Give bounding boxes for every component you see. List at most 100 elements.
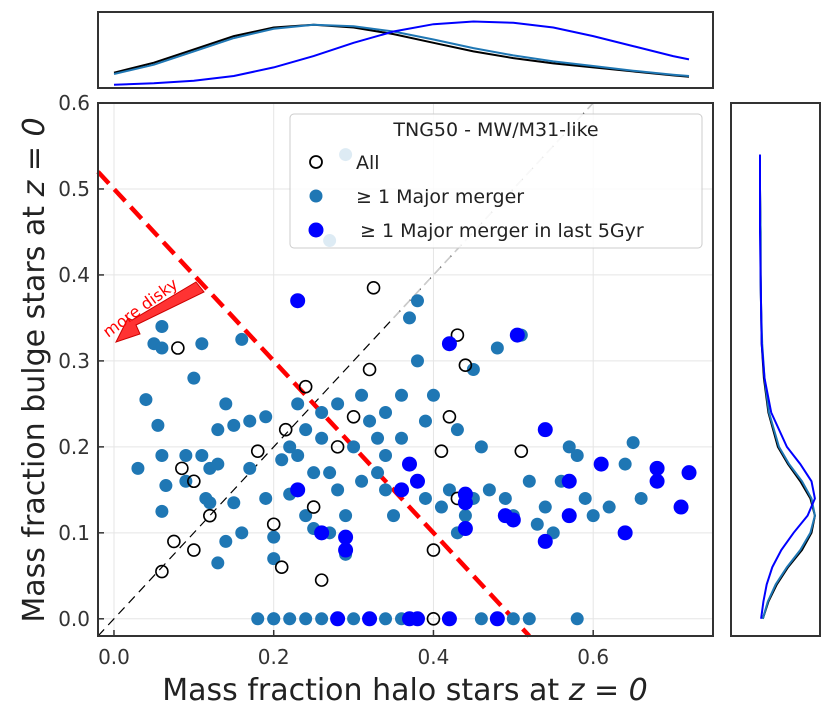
- right-marginal-curve-all: [759, 154, 816, 620]
- point-s1-56: [395, 388, 409, 402]
- point-s1-72: [490, 341, 504, 355]
- point-s1-65: [442, 483, 456, 497]
- point-s0-23: [426, 612, 441, 626]
- point-s1-50: [363, 414, 377, 428]
- point-s2-11: [457, 486, 473, 502]
- point-s1-57: [395, 431, 409, 445]
- point-s1-36: [299, 509, 313, 523]
- point-s0-1: [167, 534, 181, 549]
- point-s2-14: [537, 422, 553, 438]
- point-s1-37: [307, 466, 321, 480]
- point-s1-99: [315, 612, 329, 626]
- point-s1-0: [131, 461, 145, 475]
- y-axis-label-main: Mass fraction bulge stars at: [17, 206, 52, 623]
- point-s1-92: [283, 440, 297, 454]
- point-s2-13: [505, 512, 521, 528]
- point-s1-26: [219, 534, 233, 548]
- point-s1-3: [155, 320, 169, 334]
- point-s1-53: [379, 405, 393, 419]
- point-s1-44: [331, 483, 345, 497]
- point-s0-0: [155, 564, 169, 579]
- point-s0-24: [250, 444, 265, 458]
- point-s1-88: [634, 491, 648, 505]
- point-s1-64: [434, 500, 448, 514]
- point-s2-17: [593, 456, 609, 472]
- point-s1-5: [151, 418, 165, 432]
- y-axis-label-suffix: z = 0: [17, 117, 52, 197]
- point-s1-110: [570, 612, 584, 626]
- y-tick-label-0: 0.0: [58, 607, 90, 631]
- point-s1-16: [211, 423, 225, 437]
- point-s0-10: [298, 379, 313, 394]
- point-s1-54: [379, 483, 393, 497]
- point-s1-70: [474, 440, 488, 454]
- point-s1-95: [251, 612, 265, 626]
- point-s2-8: [401, 456, 417, 472]
- y-tick-label-5: 0.5: [58, 177, 90, 201]
- point-s1-111: [267, 612, 281, 626]
- top-marginal-curve-major: [113, 23, 690, 77]
- point-s1-41: [323, 466, 337, 480]
- point-s2-4: [314, 525, 330, 541]
- point-s2-29: [489, 611, 505, 627]
- point-s1-46: [339, 509, 353, 523]
- point-s1-78: [538, 500, 552, 514]
- more-disky-annotation: more disky: [99, 274, 205, 343]
- point-s0-7: [266, 517, 281, 532]
- point-s0-22: [514, 444, 529, 458]
- ref-line-disky-divider: [96, 170, 531, 638]
- point-s1-39: [315, 431, 329, 445]
- point-s2-25: [330, 611, 346, 627]
- point-s1-7: [159, 479, 173, 493]
- point-s1-98: [299, 612, 313, 626]
- point-s0-13: [346, 409, 361, 424]
- x-axis-label: Mass fraction halo stars at z = 0: [162, 673, 647, 708]
- point-s1-76: [522, 474, 536, 488]
- point-s2-5: [338, 529, 354, 545]
- point-s1-19: [227, 418, 241, 432]
- point-s1-48: [355, 474, 369, 488]
- point-s2-2: [509, 327, 525, 343]
- y-tick-label-6: 0.6: [58, 91, 90, 115]
- legend-box: [289, 113, 703, 249]
- top-marginal-curve-all: [113, 23, 690, 78]
- y-tick-label-2: 0.2: [58, 435, 90, 459]
- more-disky-arrow: [115, 281, 205, 343]
- point-s2-9: [409, 473, 425, 489]
- point-s0-19: [450, 328, 465, 342]
- y-axis-label: Mass fraction bulge stars at z = 0: [17, 117, 52, 622]
- point-s1-9: [179, 448, 193, 462]
- point-s2-15: [561, 473, 577, 489]
- point-s1-18: [219, 397, 233, 411]
- point-s1-67: [450, 423, 464, 437]
- legend: TNG50 - MW/M31-like All ≥ 1 Major merger…: [289, 113, 703, 249]
- point-s1-82: [570, 448, 584, 462]
- y-tick-label-3: 0.3: [58, 349, 90, 373]
- point-s0-11: [306, 500, 321, 514]
- point-s0-5: [203, 508, 217, 523]
- point-s0-4: [187, 543, 201, 557]
- x-tick-label-2: 0.4: [418, 645, 450, 669]
- point-s1-103: [379, 612, 393, 626]
- point-s1-62: [418, 491, 432, 505]
- point-s2-1: [441, 336, 457, 352]
- legend-entry-recent: ≥ 1 Major merger in last 5Gyr: [360, 220, 644, 242]
- point-s1-34: [291, 397, 305, 411]
- right-marginal-frame: [730, 102, 821, 637]
- point-s1-81: [562, 440, 576, 454]
- point-s1-20: [227, 496, 241, 510]
- data-points: [131, 148, 697, 627]
- point-s1-71: [482, 483, 496, 497]
- point-s1-109: [522, 612, 536, 626]
- point-s2-28: [441, 611, 457, 627]
- point-s1-33: [291, 448, 305, 462]
- point-s0-16: [426, 543, 441, 557]
- point-s1-55: [387, 509, 401, 523]
- point-s2-22: [673, 499, 689, 515]
- point-s1-59: [410, 294, 424, 308]
- point-s0-20: [458, 358, 473, 373]
- point-s1-107: [474, 612, 488, 626]
- point-s2-30: [401, 611, 417, 627]
- point-s0-2: [175, 461, 189, 476]
